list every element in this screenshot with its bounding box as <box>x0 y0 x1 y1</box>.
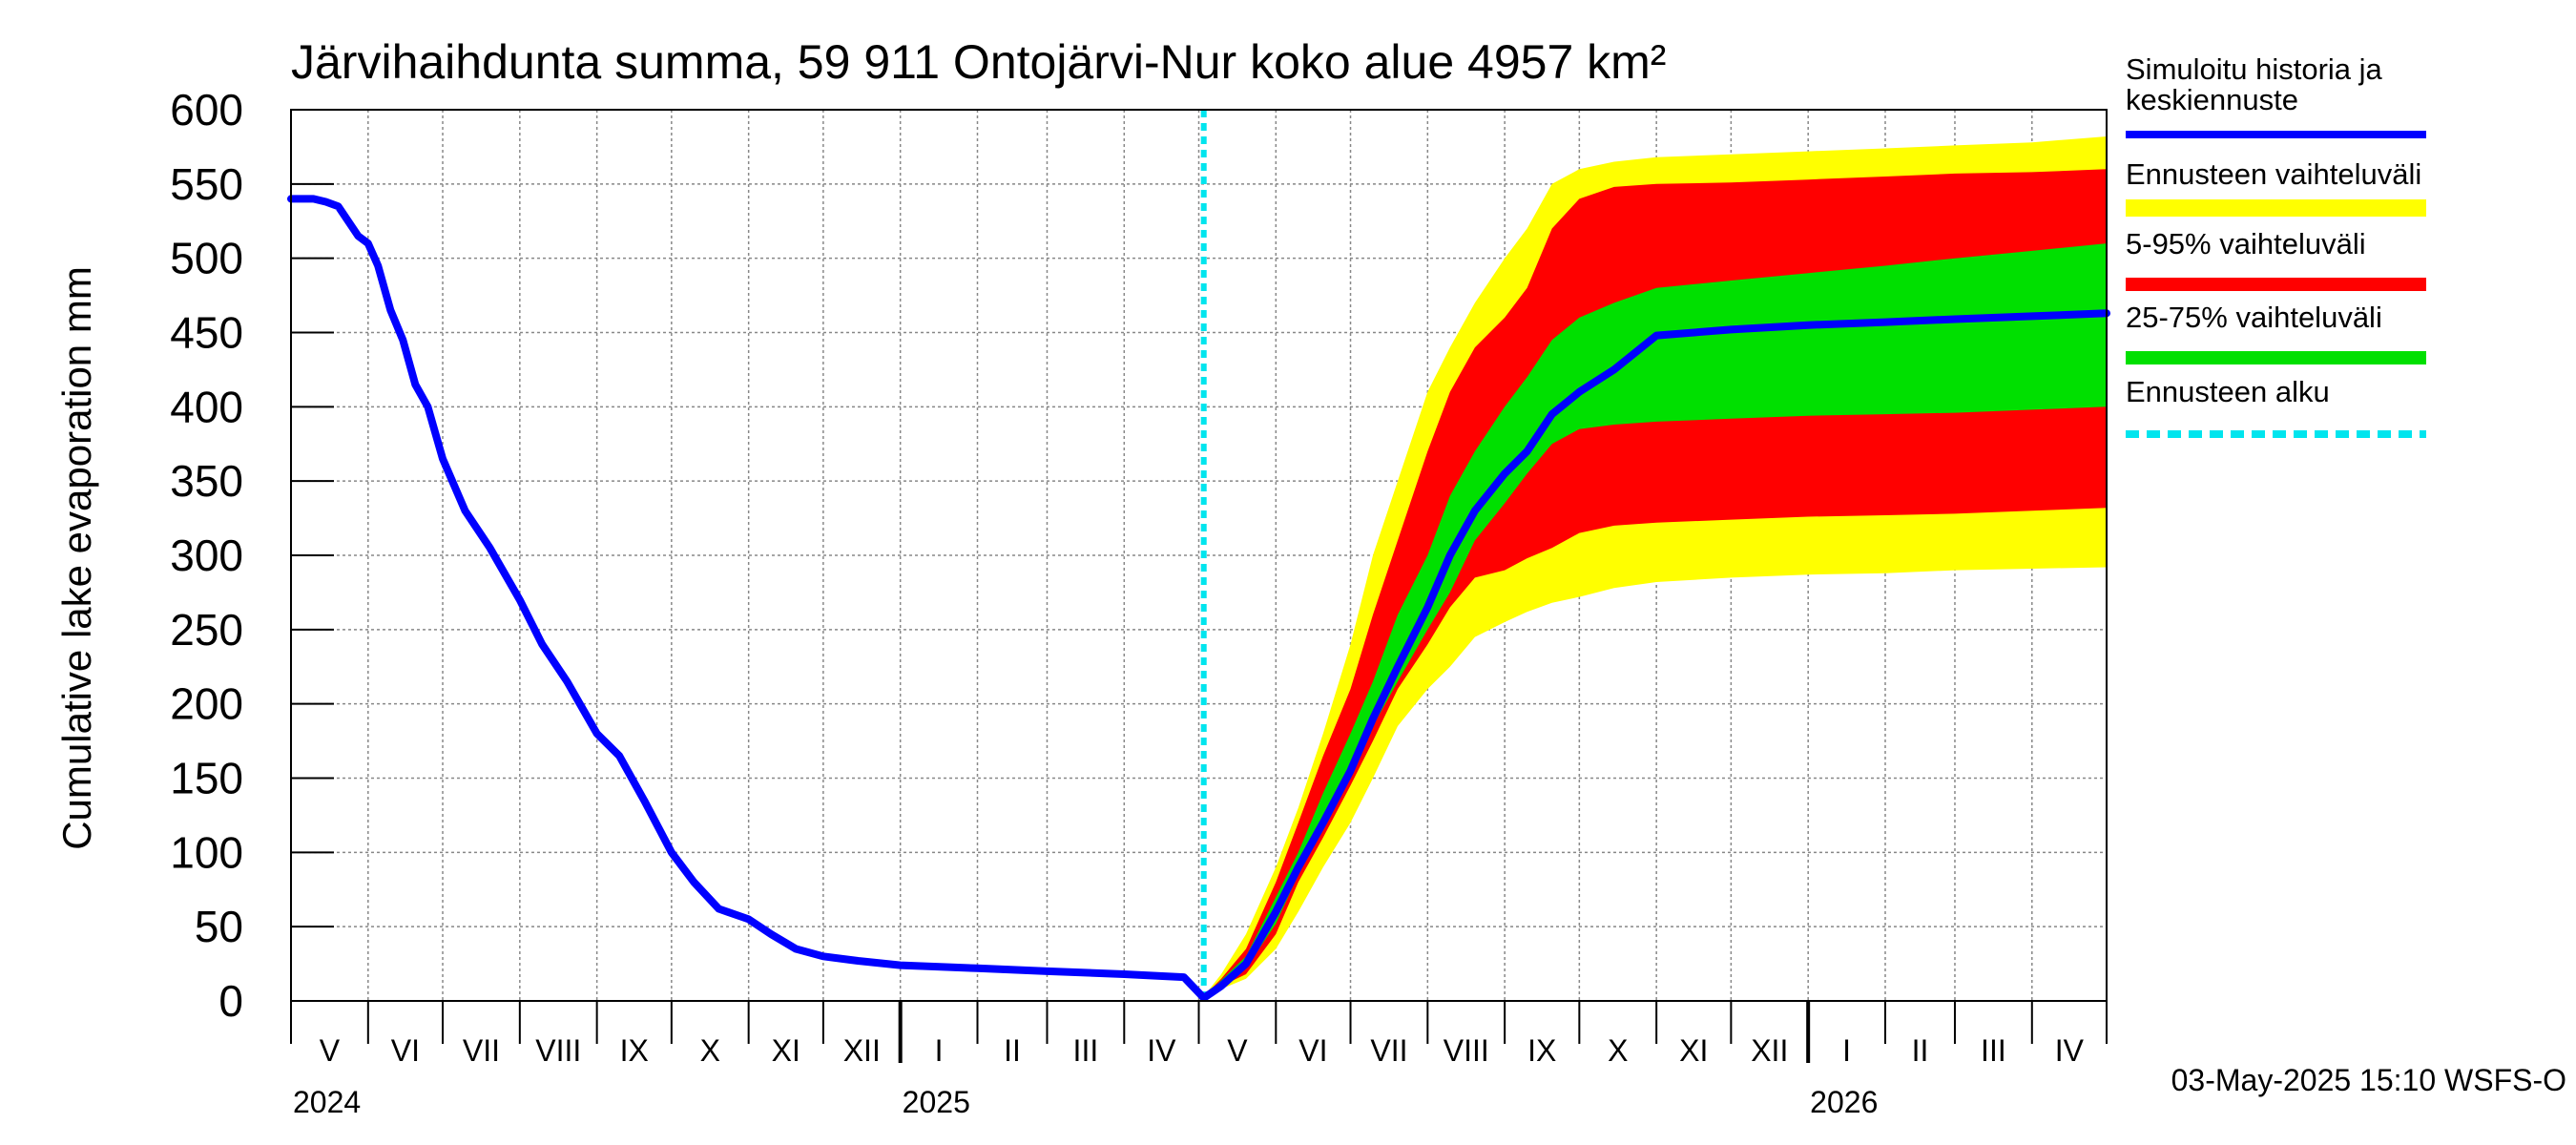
legend-label: Ennusteen alku <box>2126 375 2330 408</box>
legend-label: keskiennuste <box>2126 83 2298 116</box>
y-axis-label: Cumulative lake evaporation mm <box>54 266 99 850</box>
y-tick-label: 100 <box>170 827 243 877</box>
x-month-label: I <box>1842 1033 1851 1068</box>
x-month-label: II <box>1912 1033 1929 1068</box>
x-month-label: VI <box>1298 1033 1327 1068</box>
y-tick-label: 600 <box>170 85 243 135</box>
x-month-label: VI <box>391 1033 420 1068</box>
x-year-label: 2025 <box>903 1085 970 1119</box>
y-tick-label: 50 <box>195 902 243 951</box>
y-tick-label: 400 <box>170 382 243 431</box>
y-tick-label: 200 <box>170 679 243 729</box>
x-month-label: XII <box>1751 1033 1788 1068</box>
y-tick-label: 150 <box>170 754 243 803</box>
x-month-label: VIII <box>1444 1033 1489 1068</box>
y-tick-label: 550 <box>170 159 243 209</box>
x-year-label: 2026 <box>1810 1085 1878 1119</box>
legend-item: Ennusteen alku <box>2126 375 2426 438</box>
legend-item: 25-75% vaihteluväli <box>2126 301 2426 364</box>
legend-item: Ennusteen vaihteluväli <box>2126 157 2426 217</box>
legend-item: 5-95% vaihteluväli <box>2126 227 2426 291</box>
legend-label: 25-75% vaihteluväli <box>2126 301 2382 334</box>
x-month-label: V <box>1227 1033 1248 1068</box>
y-tick-label: 250 <box>170 605 243 655</box>
x-month-label: II <box>1004 1033 1021 1068</box>
legend-label: Ennusteen vaihteluväli <box>2126 157 2421 191</box>
x-month-label: III <box>1981 1033 2006 1068</box>
x-year-label: 2024 <box>293 1085 361 1119</box>
y-tick-label: 450 <box>170 308 243 358</box>
x-month-label: X <box>1608 1033 1628 1068</box>
chart-title: Järvihaihdunta summa, 59 911 Ontojärvi-N… <box>291 35 1666 89</box>
y-tick-label: 500 <box>170 234 243 283</box>
x-month-label: VII <box>1370 1033 1407 1068</box>
band-25-75-vaihteluv-li <box>1203 243 2107 1000</box>
y-tick-label: 350 <box>170 456 243 506</box>
x-month-label: I <box>935 1033 944 1068</box>
y-tick-label: 0 <box>218 976 243 1026</box>
x-month-label: IX <box>620 1033 649 1068</box>
x-month-label: XI <box>1679 1033 1708 1068</box>
x-month-label: XI <box>772 1033 800 1068</box>
plot-area <box>287 109 2110 1002</box>
x-month-label: X <box>700 1033 720 1068</box>
x-month-label: VIII <box>535 1033 581 1068</box>
x-month-label: IX <box>1527 1033 1556 1068</box>
x-month-label: IV <box>1147 1033 1176 1068</box>
series-line <box>287 195 2110 1002</box>
x-month-label: VII <box>463 1033 500 1068</box>
timestamp: 03-May-2025 15:10 WSFS-O <box>2171 1063 2566 1097</box>
x-month-label: III <box>1073 1033 1099 1068</box>
legend-label: 5-95% vaihteluväli <box>2126 227 2366 260</box>
x-month-label: IV <box>2055 1033 2085 1068</box>
x-month-label: XII <box>843 1033 881 1068</box>
y-tick-label: 300 <box>170 531 243 580</box>
legend-label: Simuloitu historia ja <box>2126 52 2383 86</box>
x-month-label: V <box>320 1033 341 1068</box>
